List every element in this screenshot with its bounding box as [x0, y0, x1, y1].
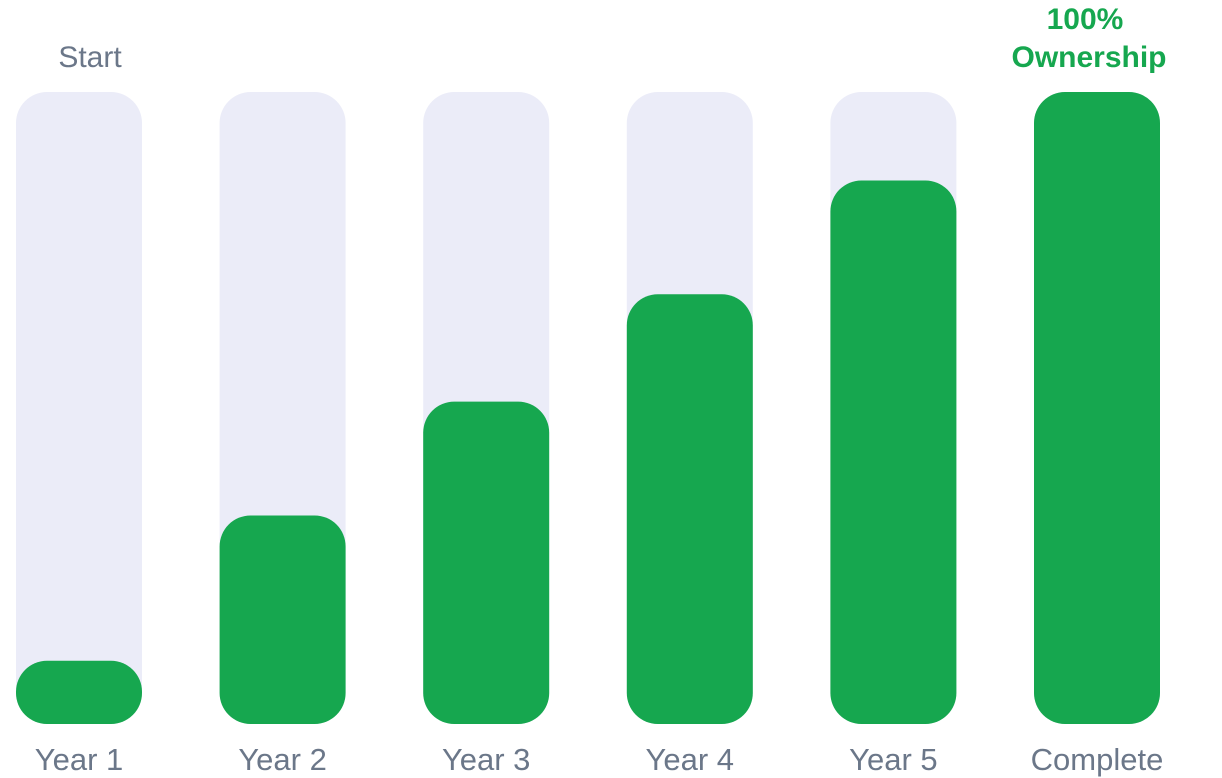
category-label: Year 2	[238, 742, 327, 777]
bar-year-2	[219, 515, 346, 724]
category-labels: Year 1 Year 2 Year 3 Year 4 Year 5 Complete	[35, 742, 1164, 777]
bar-complete	[1034, 92, 1160, 724]
final-label-percent: 100%	[1047, 3, 1124, 36]
bar-year-3	[423, 401, 550, 724]
bar-year-4	[626, 294, 753, 724]
category-label: Year 5	[849, 742, 938, 777]
start-label: Start	[58, 41, 122, 74]
bar-tracks	[16, 92, 1160, 724]
bar-year-5	[830, 180, 957, 725]
category-label: Complete	[1031, 742, 1164, 777]
bar-year-1	[16, 660, 142, 724]
category-label: Year 3	[442, 742, 531, 777]
category-label: Year 1	[35, 742, 124, 777]
category-label: Year 4	[646, 742, 735, 777]
bar-track	[16, 92, 142, 724]
bar-fills	[16, 92, 1160, 725]
final-label-ownership: Ownership	[1011, 41, 1166, 74]
